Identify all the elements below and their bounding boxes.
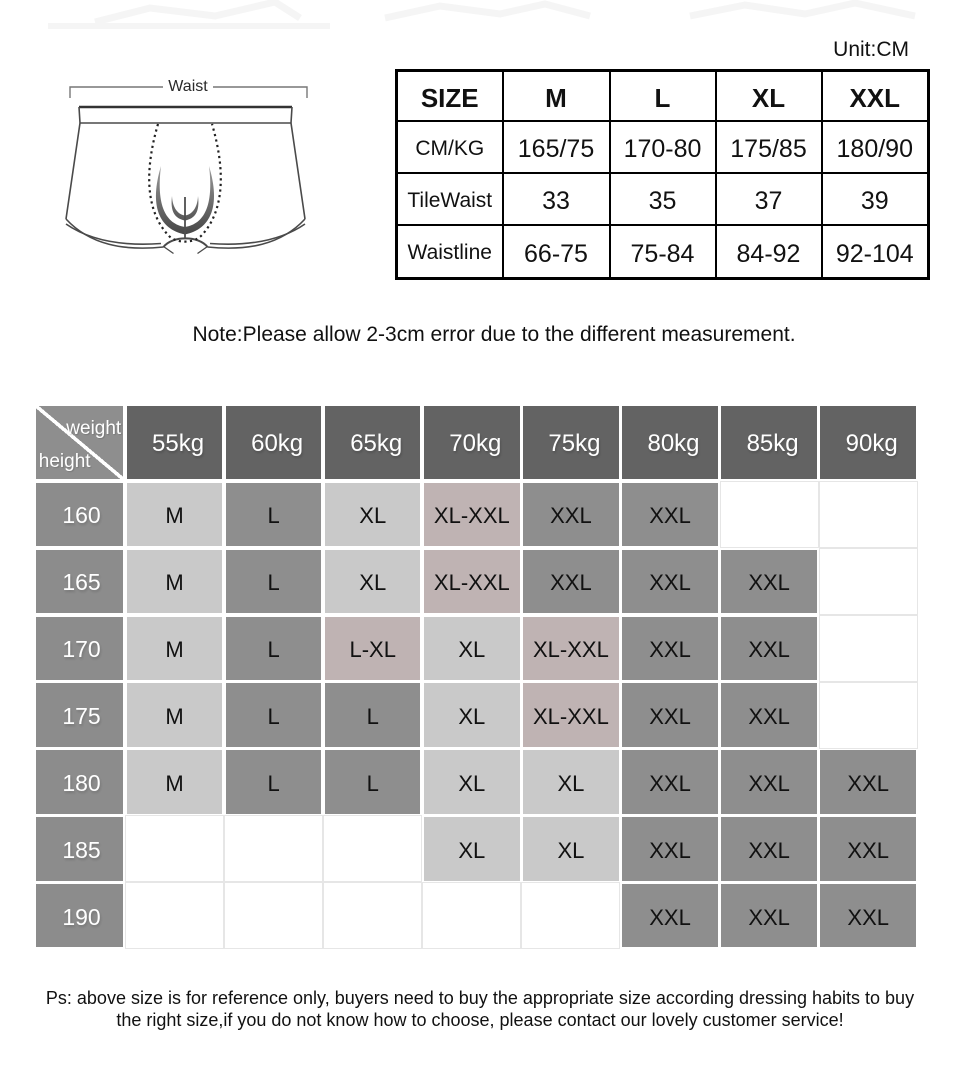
svg-text:Waist: Waist	[168, 78, 208, 95]
